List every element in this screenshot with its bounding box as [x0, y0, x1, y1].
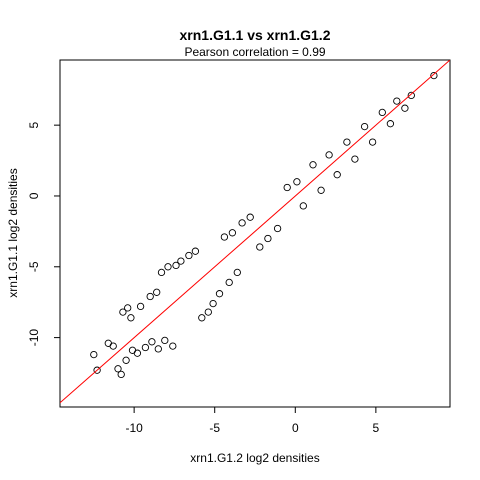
data-point [299, 202, 307, 210]
reference-layer [60, 60, 450, 404]
data-point [378, 108, 386, 117]
data-point [333, 171, 341, 179]
data-point [122, 356, 130, 364]
data-point [161, 336, 169, 345]
data-point [246, 213, 254, 221]
x-axis-label: xrn1.G1.2 log2 densities [190, 451, 319, 465]
data-point [191, 247, 200, 255]
data-point [325, 151, 333, 159]
data-point [256, 243, 264, 251]
data-point [351, 155, 359, 163]
data-point [228, 229, 237, 237]
data-point [172, 261, 180, 270]
y-axis-label: xrn1.G1.1 log2 densities [6, 168, 20, 297]
x-tick-label: -5 [209, 421, 220, 435]
y-tick-label: -5 [27, 261, 41, 272]
data-point [368, 138, 377, 146]
data-point [157, 268, 166, 277]
data-point [198, 314, 206, 322]
y-axis: -10 -5 0 5 [27, 121, 60, 346]
data-point [209, 299, 217, 308]
y-tick-label: 0 [27, 192, 41, 199]
data-point [169, 342, 177, 350]
data-point [293, 178, 301, 186]
data-point [146, 292, 154, 301]
data-point [233, 268, 241, 277]
data-point [393, 97, 401, 105]
chart-title: xrn1.G1.1 vs xrn1.G1.2 [180, 27, 331, 43]
data-point [136, 302, 145, 311]
data-point [133, 349, 142, 357]
data-point [148, 338, 156, 346]
data-point [225, 278, 233, 287]
x-tick-label: 0 [292, 421, 299, 435]
data-point [215, 290, 224, 298]
data-point [204, 308, 212, 316]
plot-frame [59, 59, 451, 408]
data-point [386, 120, 395, 128]
data-point [177, 257, 185, 265]
data-point [127, 314, 135, 322]
data-point [220, 233, 229, 241]
data-point [90, 350, 98, 359]
data-point [401, 104, 409, 112]
data-point [164, 263, 172, 271]
data-point [317, 186, 325, 194]
data-point [238, 219, 246, 227]
data-point [114, 365, 122, 373]
data-point [141, 343, 150, 352]
data-point [430, 71, 438, 80]
data-point [407, 91, 415, 100]
data-point [273, 224, 282, 233]
data-point [185, 251, 193, 260]
data-point [93, 366, 101, 374]
data-point [119, 308, 127, 316]
chart-subtitle: Pearson correlation = 0.99 [184, 45, 325, 59]
x-tick-label: 5 [373, 421, 380, 435]
x-axis: -10 -5 0 5 [125, 407, 380, 435]
data-point [117, 370, 125, 379]
data-point [154, 345, 162, 353]
plot-area [59, 59, 451, 408]
y-tick-label: -10 [27, 329, 41, 347]
data-point [153, 288, 161, 296]
identity-line [60, 60, 450, 404]
data-point [124, 304, 132, 312]
points-layer [90, 71, 438, 379]
data-point [104, 339, 112, 347]
data-point [264, 234, 272, 243]
y-tick-label: 5 [27, 121, 41, 128]
data-point [343, 138, 351, 146]
data-point [283, 183, 291, 192]
x-tick-label: -10 [125, 421, 143, 435]
data-point [309, 161, 317, 169]
data-point [360, 122, 369, 131]
